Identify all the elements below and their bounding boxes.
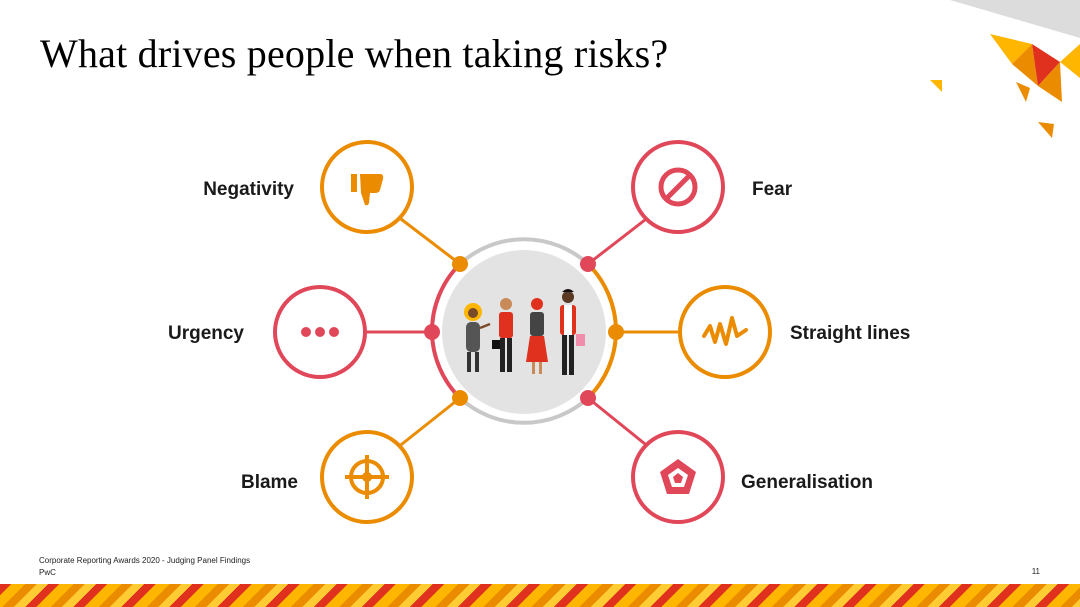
target-icon: [345, 455, 389, 499]
page-number: 11: [1031, 567, 1040, 576]
thumbs-down-icon: [351, 174, 384, 206]
waveform-icon: [702, 316, 748, 346]
footer-source: Corporate Reporting Awards 2020 - Judgin…: [39, 556, 251, 565]
label-generalisation: Generalisation: [741, 472, 873, 493]
corner-decoration: [930, 0, 1080, 138]
prohibited-icon: [658, 167, 698, 207]
risk-drivers-diagram: [273, 140, 772, 524]
label-fear: Fear: [752, 179, 793, 200]
connector-lines: [366, 214, 678, 450]
node-fear: [631, 140, 725, 234]
label-urgency: Urgency: [167, 323, 244, 344]
ellipsis-icon: [301, 327, 339, 337]
footer-stripe: [0, 584, 1080, 607]
footer-brand: PwC: [39, 568, 56, 577]
label-negativity: Negativity: [203, 179, 294, 200]
label-straight-lines: Straight lines: [790, 323, 911, 344]
node-generalisation: [631, 430, 725, 524]
node-urgency: [273, 285, 367, 379]
connector-dots: [424, 256, 624, 406]
node-negativity: [320, 140, 414, 234]
pentagon-icon: [660, 459, 696, 494]
label-blame: Blame: [240, 472, 298, 493]
group-of-people-illustration: [464, 289, 585, 375]
node-straight-lines: [678, 285, 772, 379]
node-blame: [320, 430, 414, 524]
slide-title: What drives people when taking risks?: [40, 31, 669, 76]
